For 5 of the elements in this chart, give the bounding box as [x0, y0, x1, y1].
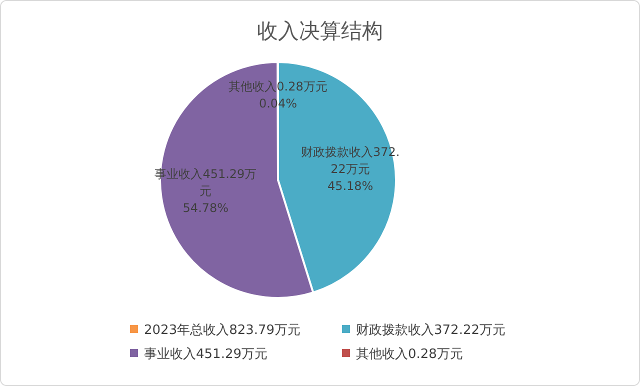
- legend-label: 财政拨款收入372.22万元: [356, 323, 506, 338]
- chart-title: 收入决算结构: [257, 19, 383, 43]
- legend-label: 事业收入451.29万元: [144, 347, 268, 362]
- legend-label: 2023年总收入823.79万元: [144, 323, 301, 338]
- legend-label: 其他收入0.28万元: [356, 347, 463, 362]
